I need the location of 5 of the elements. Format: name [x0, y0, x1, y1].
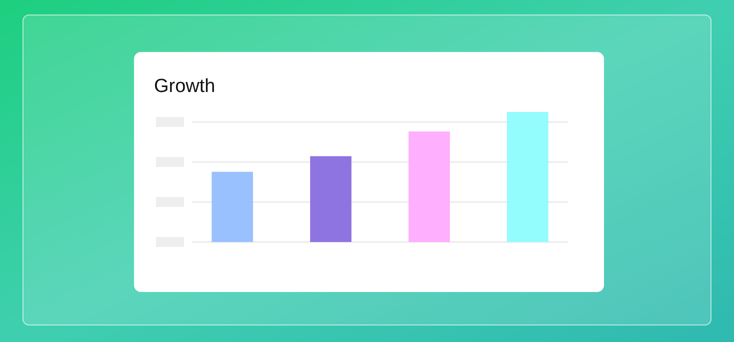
- bar: [408, 132, 450, 242]
- chart-title: Growth: [154, 76, 216, 97]
- bar: [310, 156, 352, 242]
- bar: [506, 112, 548, 242]
- bar: [212, 172, 254, 242]
